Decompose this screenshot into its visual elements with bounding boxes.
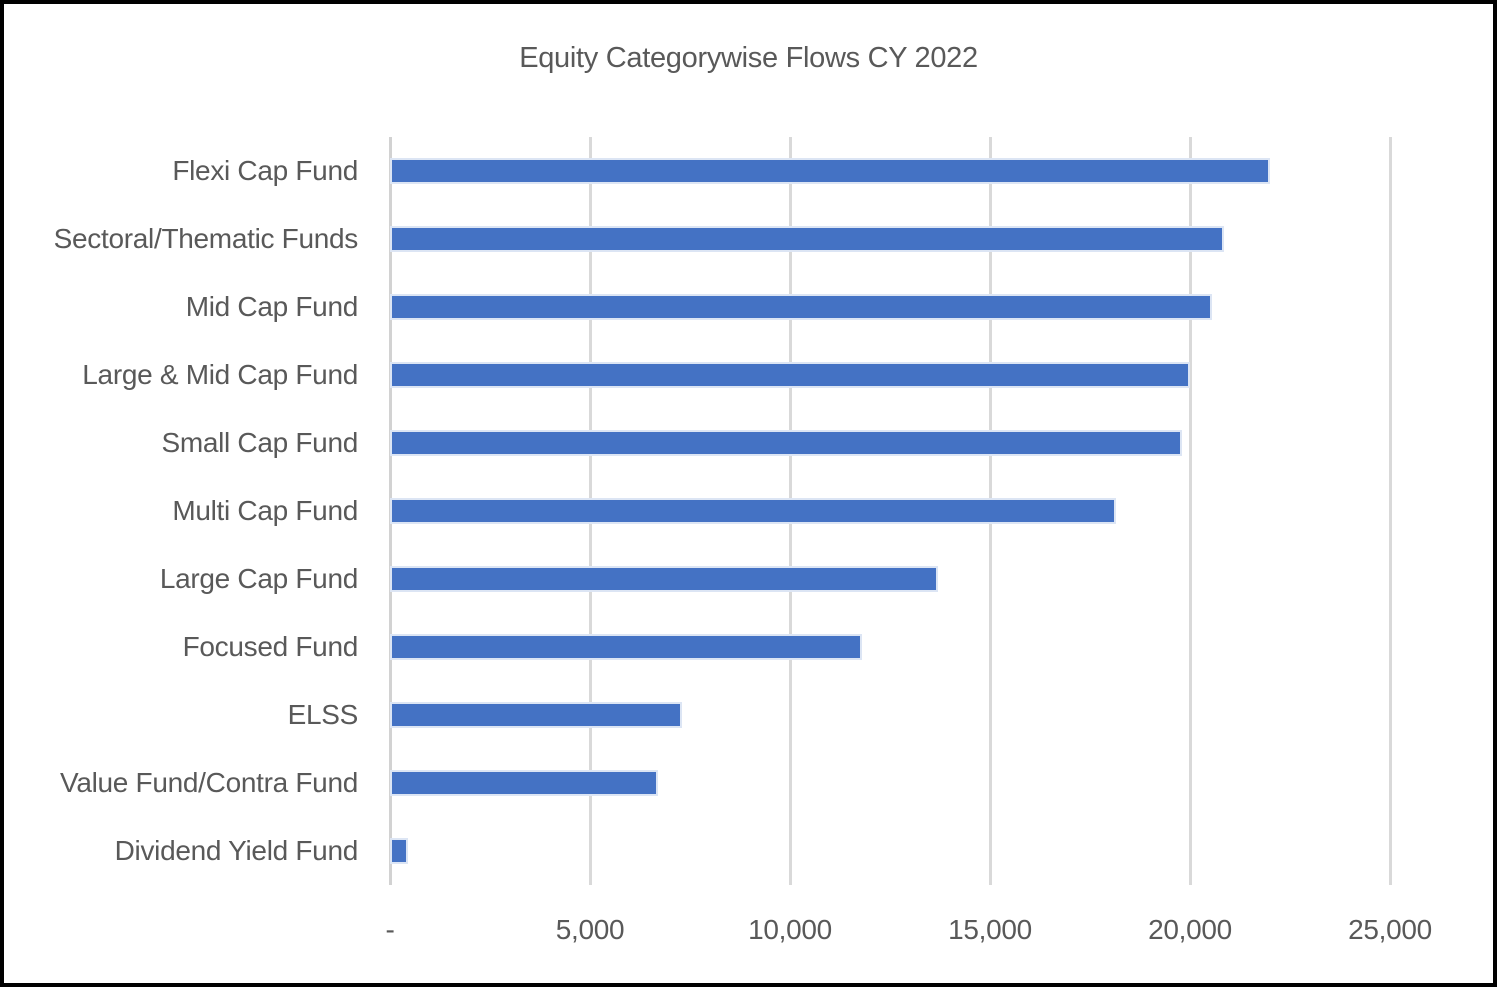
bar [390, 702, 682, 728]
category-label: Dividend Yield Fund [114, 835, 359, 866]
category-label: Large Cap Fund [159, 563, 358, 594]
category-label: Large & Mid Cap Fund [82, 359, 358, 390]
x-tick-label: 10,000 [748, 914, 832, 945]
category-label: Multi Cap Fund [172, 495, 358, 526]
category-label: Value Fund/Contra Fund [60, 767, 358, 798]
x-tick-label: 5,000 [555, 914, 625, 945]
category-label: Sectoral/Thematic Funds [53, 223, 359, 254]
category-label: Small Cap Fund [161, 427, 358, 458]
chart-title: Equity Categorywise Flows CY 2022 [519, 42, 978, 74]
bar [390, 158, 1270, 184]
x-tick-label: - [385, 914, 395, 945]
x-tick-label: 25,000 [1348, 914, 1432, 945]
bar [390, 294, 1212, 320]
x-tick-label: 15,000 [948, 914, 1032, 945]
category-label: ELSS [287, 699, 359, 730]
bar [390, 566, 938, 592]
bar [390, 838, 408, 864]
bar [390, 362, 1190, 388]
gridline [1388, 137, 1392, 885]
bar [390, 430, 1182, 456]
category-label: Flexi Cap Fund [172, 155, 358, 186]
bar [390, 770, 658, 796]
gridline [1188, 137, 1192, 885]
x-tick-label: 20,000 [1148, 914, 1232, 945]
bar [390, 498, 1116, 524]
bar [390, 634, 862, 660]
category-label: Mid Cap Fund [185, 291, 359, 322]
category-label: Focused Fund [182, 631, 359, 662]
bar [390, 226, 1224, 252]
